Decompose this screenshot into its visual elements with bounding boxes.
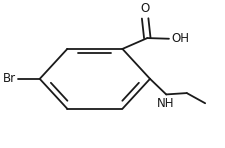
Text: Br: Br [3,72,16,85]
Text: O: O [140,2,149,15]
Text: OH: OH [171,32,189,45]
Text: NH: NH [156,97,173,110]
